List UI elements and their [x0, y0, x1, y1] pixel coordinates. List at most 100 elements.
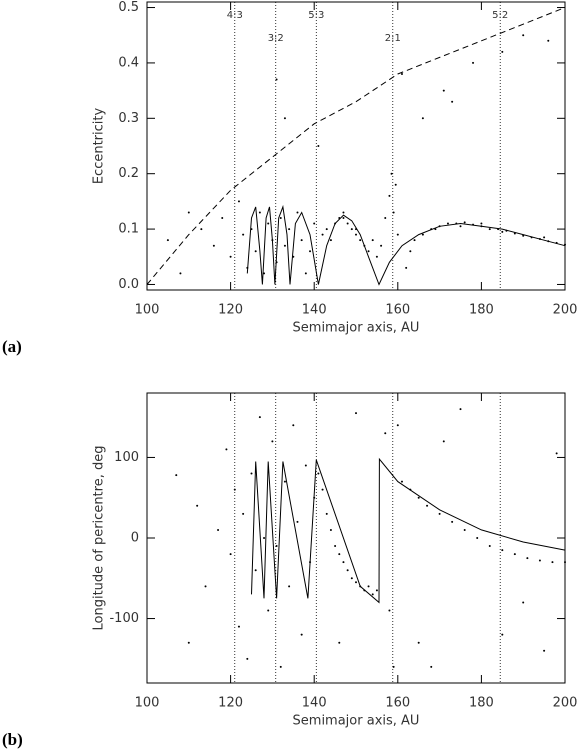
particle-point	[338, 553, 341, 556]
particle-point	[459, 225, 462, 228]
x-tick-label: 100	[135, 303, 160, 318]
y-tick-label: 0.2	[118, 166, 139, 181]
particle-point	[442, 89, 445, 92]
particle-point	[338, 217, 341, 219]
particle-point	[221, 217, 224, 219]
particle-point	[279, 217, 282, 219]
particle-point	[371, 593, 374, 596]
particle-point	[363, 589, 366, 592]
particle-point	[455, 222, 458, 225]
particle-point	[355, 412, 357, 415]
particle-point	[396, 424, 399, 427]
particle-point	[313, 222, 316, 225]
particle-point	[451, 100, 454, 103]
particle-point	[271, 239, 274, 242]
panel-label: (b)	[2, 730, 23, 749]
particle-point	[438, 225, 441, 228]
particle-point	[329, 239, 332, 242]
particle-point	[225, 448, 228, 451]
particle-point	[367, 585, 370, 588]
particle-point	[175, 474, 178, 477]
particle-point	[405, 266, 408, 269]
particle-point	[551, 561, 554, 564]
x-tick-label: 180	[469, 696, 494, 711]
particle-point	[317, 145, 320, 147]
x-axis-title: Semimajor axis, AU	[293, 321, 420, 336]
particle-point	[388, 609, 391, 612]
x-tick-label: 120	[218, 696, 243, 711]
particle-point	[279, 665, 282, 668]
particle-point	[187, 641, 190, 644]
particle-point	[296, 520, 299, 523]
particle-point	[472, 223, 475, 226]
particle-point	[200, 228, 203, 231]
x-tick-label: 160	[385, 696, 410, 711]
particle-point	[501, 50, 504, 53]
particle-point	[417, 496, 420, 499]
particle-point	[513, 553, 516, 556]
particle-point	[501, 230, 504, 233]
particle-point	[371, 239, 374, 242]
particle-point	[355, 233, 357, 236]
particle-point	[355, 581, 357, 584]
y-tick-label: 0.5	[118, 0, 139, 15]
particle-point	[196, 504, 199, 507]
particle-point	[317, 472, 320, 475]
particle-point	[394, 183, 397, 186]
particle-point	[442, 440, 445, 443]
particle-point	[237, 625, 240, 628]
particle-point	[392, 665, 395, 668]
particle-point	[237, 200, 240, 203]
particle-point	[409, 250, 412, 253]
particle-point	[187, 211, 190, 214]
particle-point	[271, 440, 274, 443]
particle-point	[321, 488, 324, 491]
particle-point	[246, 266, 249, 269]
particle-point	[275, 545, 278, 548]
particle-point	[300, 239, 303, 242]
particle-point	[375, 255, 378, 258]
x-tick-label: 200	[553, 696, 578, 711]
y-tick-label: 0.3	[118, 111, 139, 126]
particle-point	[555, 241, 558, 244]
particle-point	[246, 657, 249, 660]
particle-point	[292, 255, 295, 258]
particle-point	[309, 561, 312, 564]
particle-point	[258, 416, 261, 419]
particle-point	[350, 577, 353, 580]
y-tick-label: 0.4	[118, 55, 139, 70]
plot-frame	[146, 392, 566, 684]
particle-point	[547, 240, 550, 243]
x-tick-label: 180	[469, 303, 494, 318]
particle-point	[250, 472, 253, 475]
y-tick-label: 0.1	[118, 222, 139, 237]
particle-point	[476, 537, 479, 539]
particle-point	[334, 545, 337, 548]
particle-point	[543, 649, 546, 652]
panel-label: (a)	[2, 337, 22, 356]
particle-point	[446, 222, 449, 225]
particle-point	[434, 228, 437, 231]
particle-point	[421, 233, 424, 236]
particle-point	[390, 172, 393, 175]
particle-point	[459, 408, 462, 411]
particle-point	[472, 61, 475, 64]
particle-point	[538, 559, 541, 562]
particle-point	[463, 528, 466, 531]
particle-point	[250, 228, 253, 231]
particle-point	[321, 233, 324, 236]
particle-point	[555, 452, 558, 455]
particle-point	[254, 250, 257, 253]
particle-point	[501, 549, 504, 552]
particle-point	[363, 244, 366, 247]
particle-point	[538, 238, 541, 241]
x-tick-label: 140	[302, 696, 327, 711]
particle-point	[564, 243, 566, 246]
particle-point	[267, 222, 270, 225]
particle-point	[359, 585, 362, 588]
particle-point	[480, 225, 483, 228]
y-tick-label: 0	[131, 531, 139, 546]
particle-point	[342, 561, 345, 564]
x-tick-label: 100	[135, 696, 160, 711]
